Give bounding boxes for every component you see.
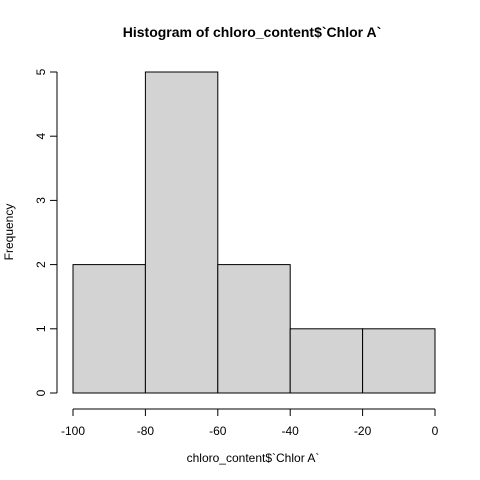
- bars-group: [72, 71, 436, 394]
- x-axis: -100 -80 -60 -40 -20 0: [61, 408, 439, 438]
- chart-title: Histogram of chloro_content$`Chlor A`: [123, 24, 382, 40]
- y-axis-label: Frequency: [2, 204, 16, 261]
- x-axis-label: chloro_content$`Chlor A`: [187, 451, 320, 465]
- x-tick-label: 0: [432, 424, 439, 438]
- x-tick-label: -40: [282, 424, 300, 438]
- histogram-bar-3: [217, 264, 291, 394]
- x-tick-label: -20: [354, 424, 372, 438]
- y-tick-label: 3: [34, 197, 48, 204]
- x-tick-label: -80: [137, 424, 155, 438]
- histogram-bar-5: [362, 328, 436, 394]
- y-tick-label: 5: [34, 68, 48, 75]
- y-tick-label: 2: [34, 261, 48, 268]
- y-axis: 0 1 2 3 4 5: [34, 68, 58, 396]
- y-tick-label: 0: [34, 389, 48, 396]
- y-tick-label: 1: [34, 325, 48, 332]
- histogram-bar-4: [289, 328, 364, 394]
- histogram-bar-1: [72, 264, 146, 394]
- x-tick-label: -60: [209, 424, 227, 438]
- x-tick-label: -100: [61, 424, 85, 438]
- y-tick-label: 4: [34, 133, 48, 140]
- histogram-bar-2: [144, 71, 219, 394]
